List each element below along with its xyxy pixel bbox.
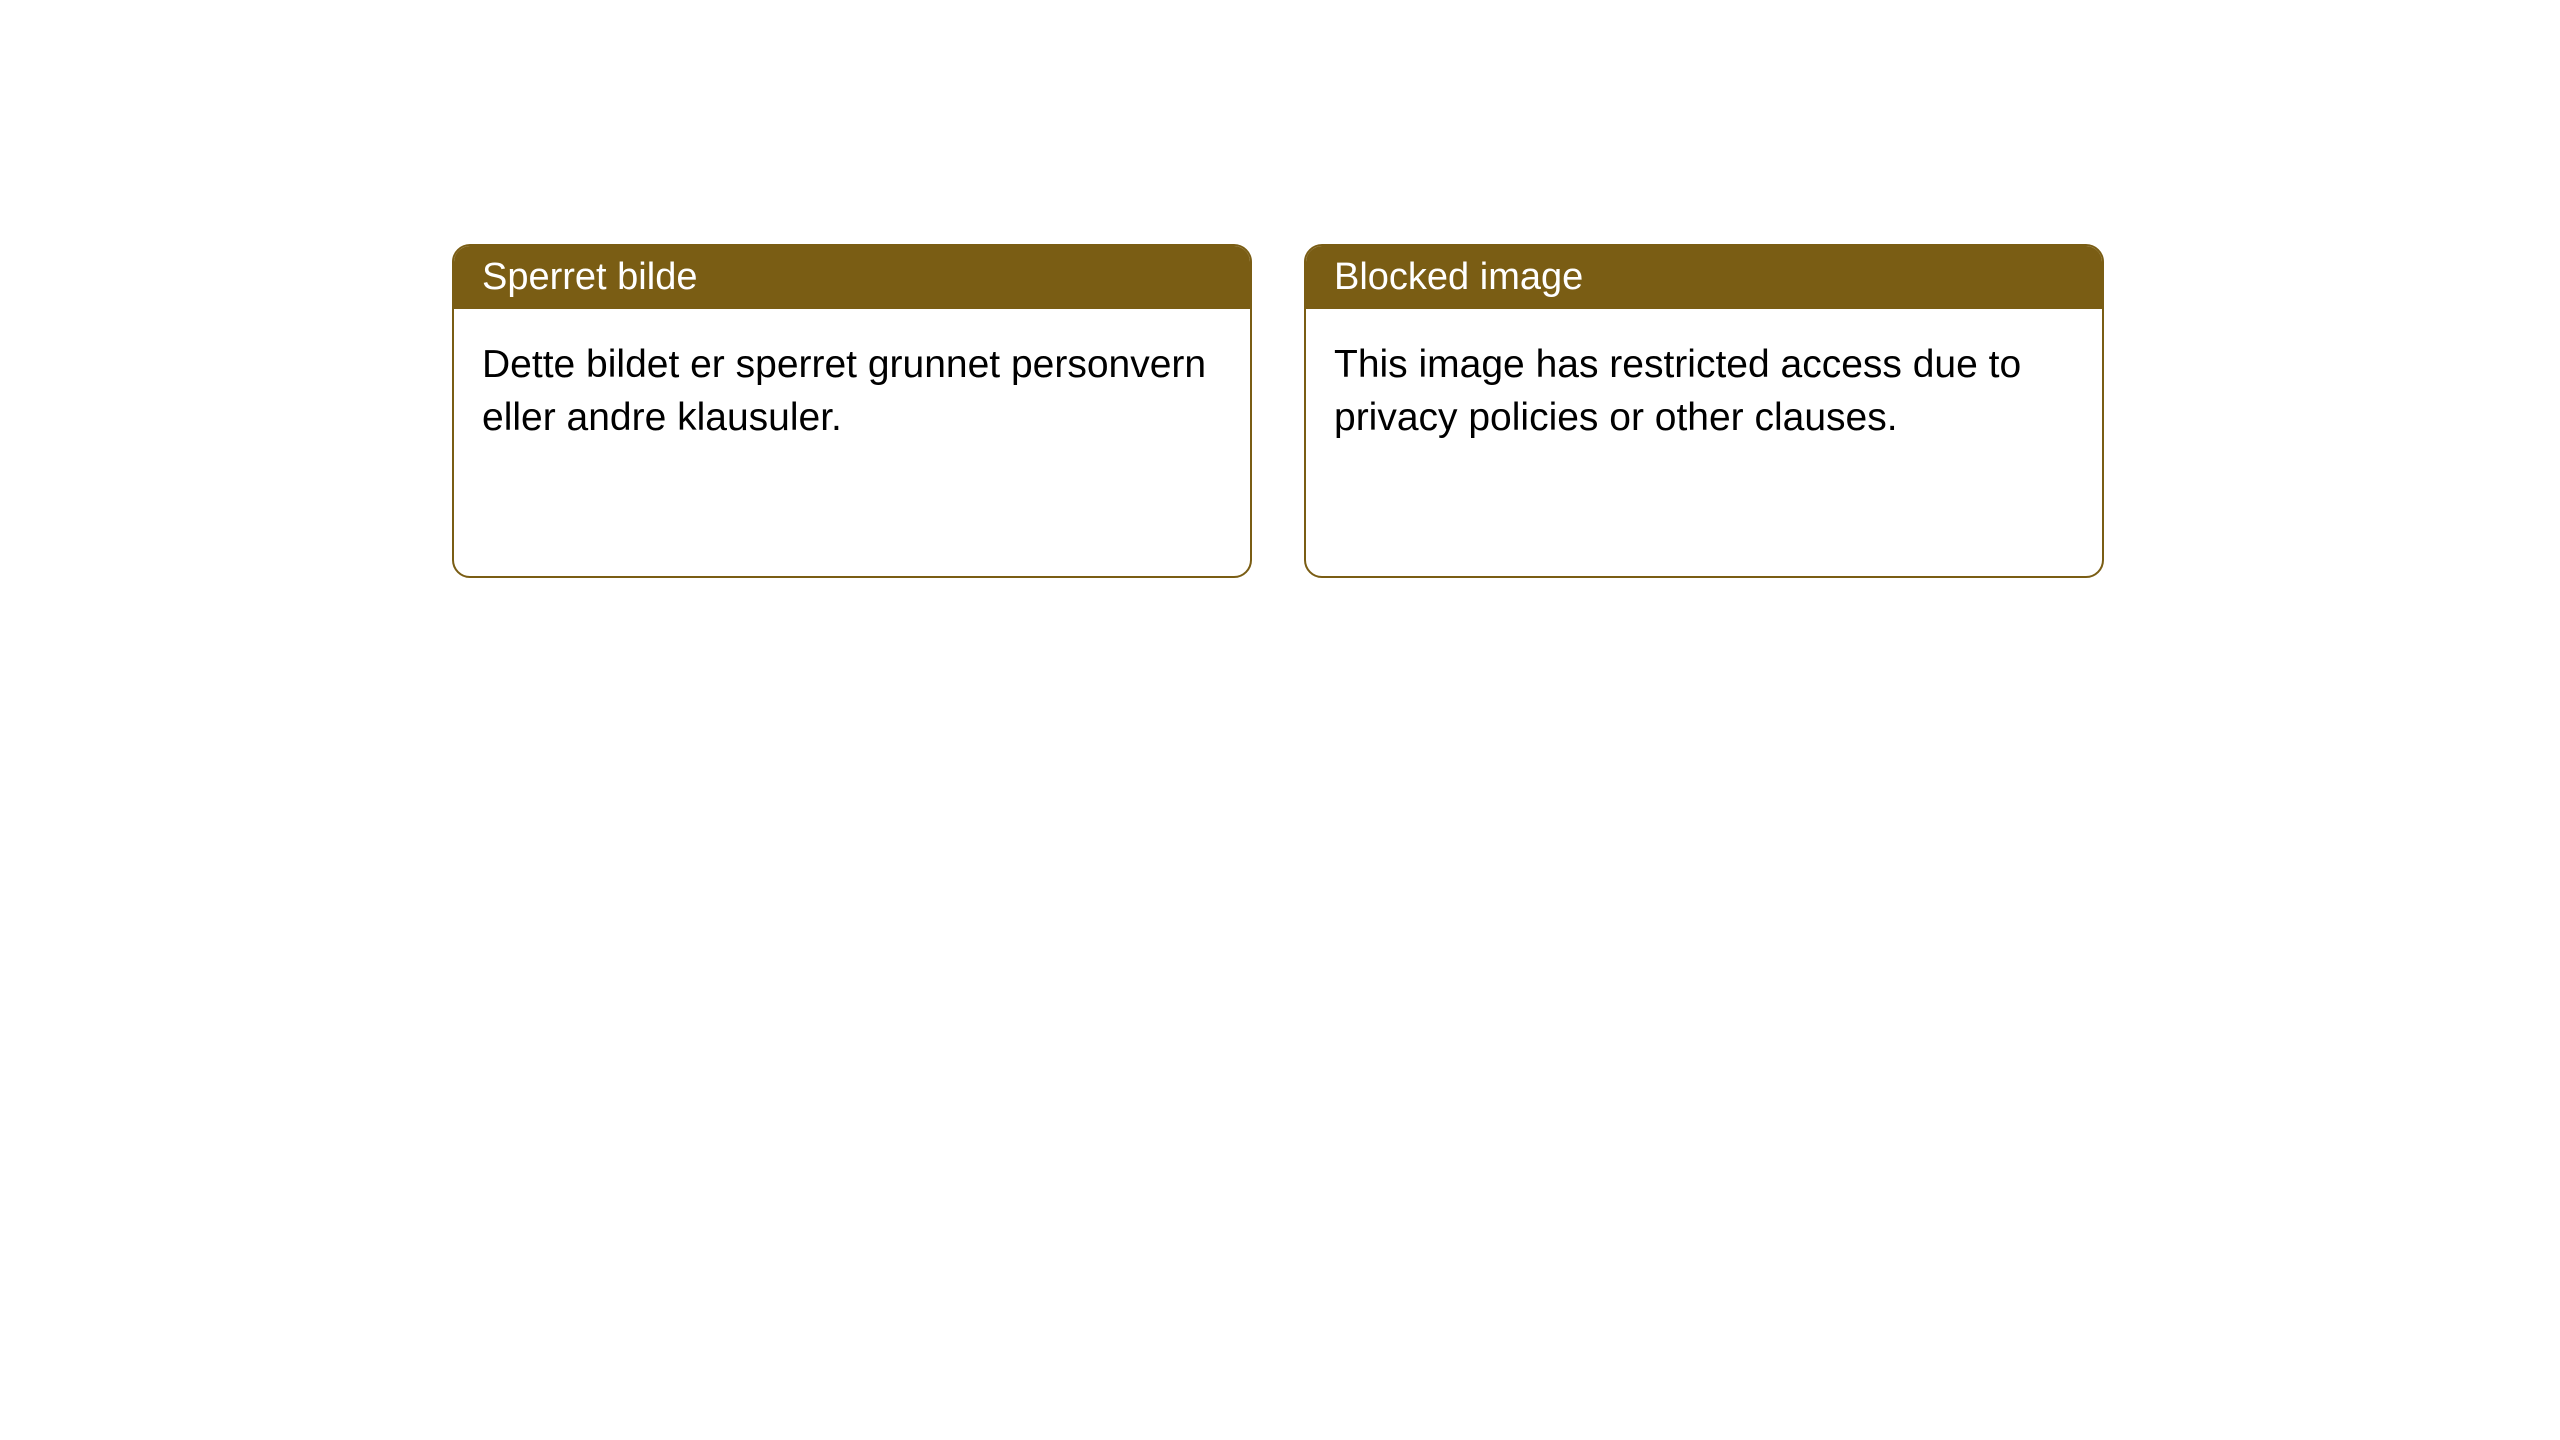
notice-body: This image has restricted access due to … <box>1306 309 2102 474</box>
notice-card-english: Blocked image This image has restricted … <box>1304 244 2104 578</box>
notice-header: Sperret bilde <box>454 246 1250 309</box>
notice-title: Sperret bilde <box>482 256 697 298</box>
notice-text: This image has restricted access due to … <box>1334 343 2021 439</box>
notice-text: Dette bildet er sperret grunnet personve… <box>482 343 1206 439</box>
notice-header: Blocked image <box>1306 246 2102 309</box>
notice-title: Blocked image <box>1334 256 1583 298</box>
notice-container: Sperret bilde Dette bildet er sperret gr… <box>0 0 2560 578</box>
notice-card-norwegian: Sperret bilde Dette bildet er sperret gr… <box>452 244 1252 578</box>
notice-body: Dette bildet er sperret grunnet personve… <box>454 309 1250 474</box>
